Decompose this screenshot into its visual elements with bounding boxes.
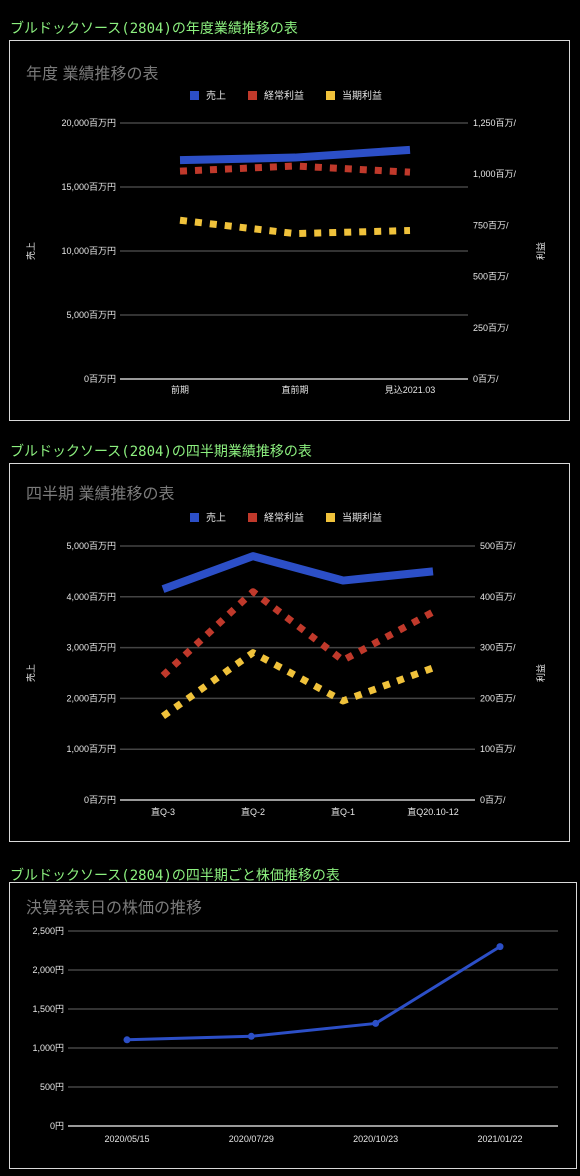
legend-swatch bbox=[190, 513, 199, 522]
x-tick-label: 直Q-3 bbox=[151, 806, 175, 817]
x-tick-label: 直Q-1 bbox=[331, 806, 355, 817]
y2-tick-label: 1,000百万/ bbox=[473, 169, 517, 179]
y2-tick-label: 500百万/ bbox=[473, 272, 509, 282]
series-line bbox=[179, 216, 411, 238]
legend-label: 売上 bbox=[206, 511, 226, 524]
y2-tick-label: 400百万/ bbox=[480, 592, 516, 602]
y2-axis-title: 利益 bbox=[535, 242, 546, 260]
y-tick-label: 2,000百万円 bbox=[66, 693, 116, 703]
data-point bbox=[247, 1032, 255, 1040]
quarterly-chart-panel: 四半期 業績推移の表 0百万円 1,000百万円 2,000百万円 3,000百万円 4,… bbox=[9, 463, 570, 842]
y-tick-label: 1,500円 bbox=[32, 1004, 64, 1014]
series-line bbox=[179, 162, 411, 176]
y-tick-label: 5,000百万円 bbox=[66, 541, 116, 551]
stock-price-chart: 決算発表日の株価の推移 0円 500円 1,000円 1,500円 2,000円 2,500… bbox=[26, 898, 558, 1144]
y-tick-label: 15,000百万円 bbox=[61, 182, 116, 192]
x-tick-label: 見込2021.03 bbox=[385, 385, 436, 395]
legend-swatch bbox=[326, 513, 335, 522]
y-tick-label: 1,000百万円 bbox=[66, 744, 116, 754]
y-tick-label: 0百万円 bbox=[84, 374, 116, 384]
x-tick-label: 2020/07/29 bbox=[229, 1134, 274, 1144]
x-tick-label: 直前期 bbox=[281, 384, 308, 395]
x-tick-label: 2021/01/22 bbox=[477, 1134, 522, 1144]
legend-label: 売上 bbox=[206, 89, 226, 102]
y2-tick-label: 300百万/ bbox=[480, 643, 516, 653]
annual-chart-heading: ブルドックソース(2804)の年度業績推移の表 bbox=[10, 21, 298, 37]
y2-tick-label: 750百万/ bbox=[473, 220, 509, 230]
y-tick-label: 20,000百万円 bbox=[61, 118, 116, 128]
y-tick-label: 5,000百万円 bbox=[66, 310, 116, 320]
chart-title: 四半期 業績推移の表 bbox=[26, 485, 174, 503]
y2-tick-label: 100百万/ bbox=[480, 744, 516, 754]
series-line bbox=[160, 649, 435, 720]
x-tick-label: 直Q20.10-12 bbox=[407, 806, 459, 817]
series-line bbox=[179, 145, 411, 165]
y-tick-label: 0百万円 bbox=[84, 795, 116, 805]
legend-label: 当期利益 bbox=[342, 511, 382, 524]
legend-label: 当期利益 bbox=[342, 89, 382, 102]
y-tick-label: 1,000円 bbox=[32, 1043, 64, 1053]
legend-swatch bbox=[248, 513, 257, 522]
legend-label: 経常利益 bbox=[264, 89, 304, 102]
y2-axis-title: 利益 bbox=[535, 664, 546, 682]
quarterly-performance-chart: 四半期 業績推移の表 0百万円 1,000百万円 2,000百万円 3,000百万円 4,… bbox=[25, 485, 546, 817]
series-line bbox=[161, 552, 434, 593]
chart-title: 年度 業績推移の表 bbox=[26, 65, 158, 83]
stock-chart-panel: 決算発表日の株価の推移 0円 500円 1,000円 1,500円 2,000円 2,500… bbox=[9, 882, 577, 1169]
y2-tick-label: 200百万/ bbox=[480, 693, 516, 703]
y2-tick-label: 1,250百万/ bbox=[473, 118, 517, 128]
x-tick-label: 2020/05/15 bbox=[104, 1134, 149, 1144]
annual-chart-panel: 年度 業績推移の表 0百万円 5,000百万円 10,000百万円 15,000百万円 2… bbox=[9, 40, 570, 421]
legend-swatch bbox=[326, 91, 335, 100]
y2-tick-label: 0百万/ bbox=[480, 795, 506, 805]
y-axis-title: 売上 bbox=[25, 242, 36, 260]
x-tick-label: 前期 bbox=[171, 384, 189, 395]
y2-tick-label: 500百万/ bbox=[480, 541, 516, 551]
y-tick-label: 10,000百万円 bbox=[61, 246, 116, 256]
legend-swatch bbox=[190, 91, 199, 100]
y-tick-label: 0円 bbox=[50, 1121, 64, 1131]
x-tick-label: 直Q-2 bbox=[241, 806, 265, 817]
y-tick-label: 4,000百万円 bbox=[66, 592, 116, 602]
x-tick-label: 2020/10/23 bbox=[353, 1134, 398, 1144]
legend-swatch bbox=[248, 91, 257, 100]
y-tick-label: 500円 bbox=[40, 1082, 64, 1092]
data-point bbox=[496, 943, 504, 951]
y2-tick-label: 250百万/ bbox=[473, 323, 509, 333]
series-line bbox=[126, 945, 501, 1042]
y-tick-label: 3,000百万円 bbox=[66, 643, 116, 653]
data-point bbox=[372, 1019, 380, 1027]
data-point bbox=[123, 1036, 131, 1044]
y-tick-label: 2,000円 bbox=[32, 965, 64, 975]
y2-tick-label: 0百万/ bbox=[473, 374, 499, 384]
quarterly-chart-heading: ブルドックソース(2804)の四半期業績推移の表 bbox=[10, 444, 312, 460]
chart-title: 決算発表日の株価の推移 bbox=[26, 898, 202, 917]
series-line bbox=[160, 588, 435, 679]
y-tick-label: 2,500円 bbox=[32, 926, 64, 936]
annual-performance-chart: 年度 業績推移の表 0百万円 5,000百万円 10,000百万円 15,000百万円 2… bbox=[25, 65, 546, 395]
stock-chart-heading: ブルドックソース(2804)の四半期ごと株価推移の表 bbox=[10, 868, 340, 884]
legend-label: 経常利益 bbox=[264, 511, 304, 524]
y-axis-title: 売上 bbox=[25, 664, 36, 682]
